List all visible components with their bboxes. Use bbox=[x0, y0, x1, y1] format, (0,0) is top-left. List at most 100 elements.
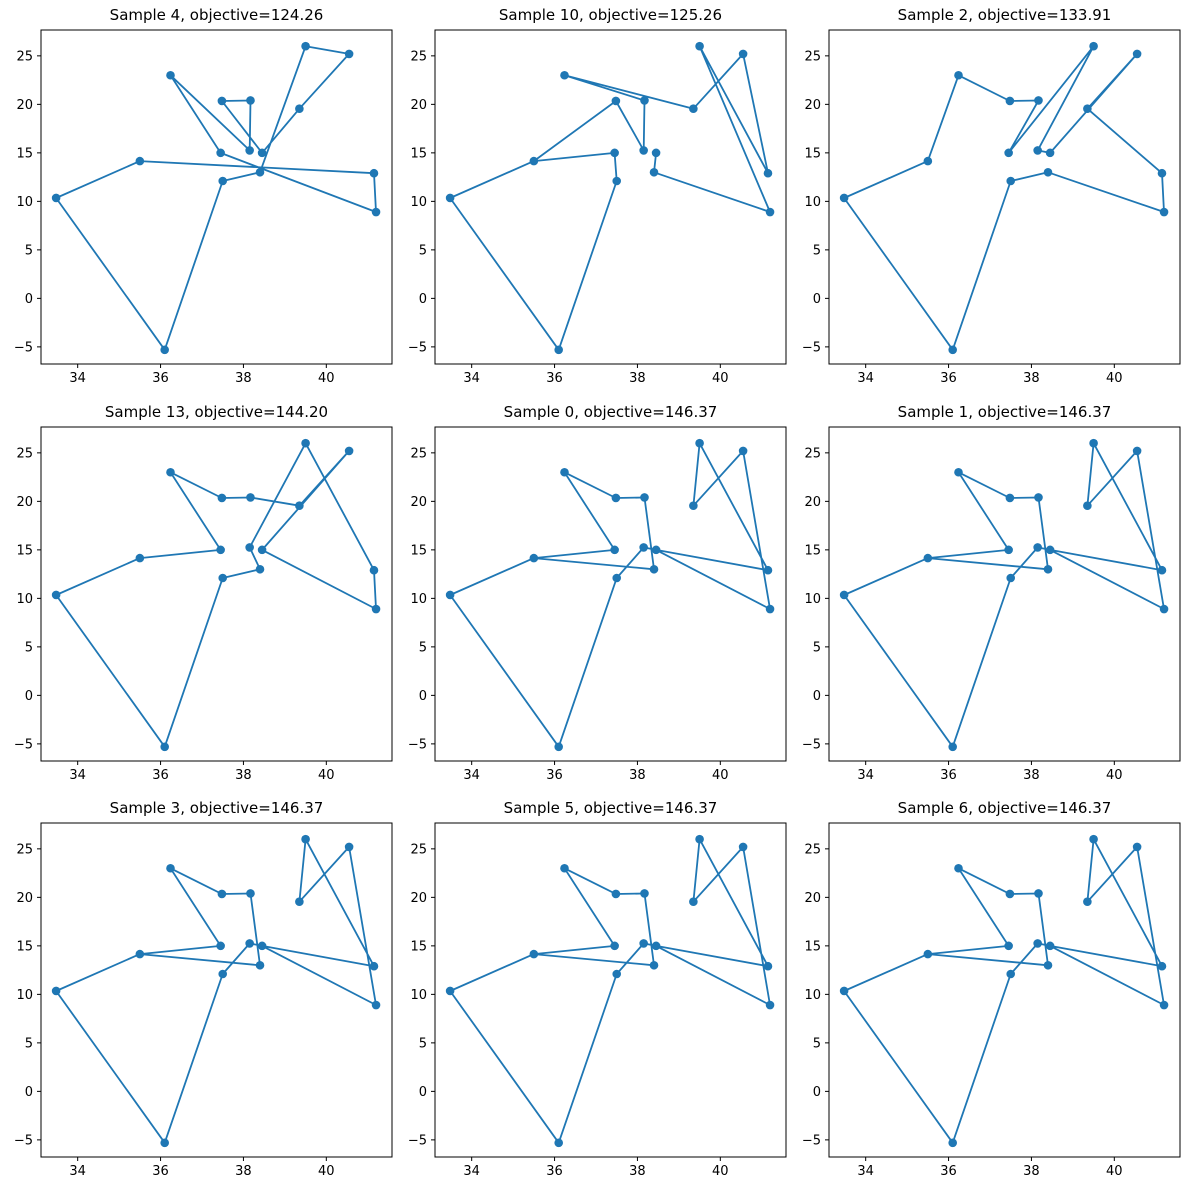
city-marker bbox=[371, 207, 381, 217]
y-tick-label: 5 bbox=[812, 243, 820, 258]
plot-title: Sample 10, objective=125.26 bbox=[499, 6, 722, 24]
city-marker bbox=[216, 545, 225, 554]
y-tick-label: 5 bbox=[25, 640, 33, 655]
y-tick-label: −5 bbox=[14, 737, 33, 752]
city-marker bbox=[1033, 96, 1043, 105]
city-marker bbox=[610, 148, 620, 158]
city-marker bbox=[1033, 146, 1042, 155]
city-marker bbox=[766, 207, 775, 217]
tour-path bbox=[55, 45, 377, 351]
city-marker bbox=[245, 146, 254, 155]
city-marker bbox=[166, 467, 175, 477]
city-marker bbox=[255, 167, 265, 177]
y-tick-label: 10 bbox=[411, 592, 428, 607]
plot-title: Sample 0, objective=146.37 bbox=[504, 403, 718, 421]
y-tick-label: 20 bbox=[411, 98, 428, 113]
city-marker bbox=[255, 564, 265, 574]
city-marker bbox=[650, 167, 659, 177]
city-marker bbox=[695, 438, 705, 448]
x-tick-label: 40 bbox=[1106, 1164, 1123, 1179]
city-marker bbox=[1088, 835, 1098, 844]
y-tick-label: 5 bbox=[419, 640, 427, 655]
city-marker bbox=[689, 104, 699, 114]
axes-frame bbox=[434, 29, 787, 365]
city-marker bbox=[216, 148, 225, 158]
city-marker bbox=[301, 41, 310, 51]
y-tick-label: 10 bbox=[804, 195, 821, 210]
city-marker bbox=[295, 104, 304, 114]
city-marker bbox=[611, 493, 621, 502]
city-marker bbox=[695, 41, 705, 51]
city-marker bbox=[1088, 438, 1098, 448]
city-marker bbox=[560, 864, 570, 873]
city-marker bbox=[612, 970, 622, 979]
city-marker bbox=[1088, 41, 1098, 51]
x-tick-label: 40 bbox=[1106, 371, 1123, 386]
subplot-sample-4: Sample 4, objective=124.26 34 36 38 40 −5 0 5 10… bbox=[0, 0, 396, 397]
city-marker bbox=[1005, 493, 1014, 502]
plot-title: Sample 5, objective=146.37 bbox=[504, 799, 718, 817]
y-tick-label: 25 bbox=[804, 49, 821, 64]
subplot-sample-3: Sample 3, objective=146.37 34 36 38 40 −5 0 5 10… bbox=[0, 793, 396, 1190]
city-marker bbox=[369, 565, 379, 575]
city-marker bbox=[1157, 565, 1166, 575]
x-tick-label: 34 bbox=[69, 1164, 86, 1179]
y-tick-label: 25 bbox=[411, 446, 428, 461]
x-tick-label: 34 bbox=[69, 371, 86, 386]
y-tick-label: 25 bbox=[16, 446, 33, 461]
plot-title: Sample 2, objective=133.91 bbox=[897, 6, 1111, 24]
y-tick-label: 0 bbox=[812, 689, 820, 704]
x-tick-label: 40 bbox=[318, 371, 335, 386]
y-tick-label: 5 bbox=[25, 243, 33, 258]
city-marker bbox=[612, 176, 622, 186]
city-marker bbox=[446, 986, 455, 996]
axes-frame bbox=[40, 822, 393, 1158]
city-marker bbox=[766, 604, 775, 613]
city-marker bbox=[839, 986, 849, 996]
y-tick-label: 15 bbox=[411, 146, 428, 161]
city-marker bbox=[301, 438, 310, 448]
city-marker bbox=[560, 467, 570, 477]
city-marker bbox=[948, 345, 957, 355]
city-marker bbox=[135, 950, 145, 959]
y-tick-label: −5 bbox=[801, 1134, 820, 1149]
city-marker bbox=[51, 986, 61, 996]
city-marker bbox=[923, 950, 932, 959]
city-marker bbox=[639, 542, 649, 552]
tour-plot-canvas: Sample 13, objective=144.20 34 36 38 40 −5 0 5 1… bbox=[14, 403, 393, 783]
axes-frame bbox=[828, 29, 1181, 365]
x-tick-label: 38 bbox=[629, 371, 646, 386]
city-marker bbox=[1004, 148, 1013, 158]
y-tick-label: 0 bbox=[419, 689, 427, 704]
city-marker bbox=[689, 897, 699, 907]
y-tick-label: 5 bbox=[812, 1037, 820, 1052]
city-marker bbox=[246, 492, 255, 502]
x-tick-label: 34 bbox=[464, 1164, 481, 1179]
axes-frame bbox=[434, 426, 787, 762]
tour-plot-canvas: Sample 3, objective=146.37 34 36 38 40 −5 0 5 10… bbox=[14, 799, 393, 1179]
city-marker bbox=[1159, 207, 1169, 217]
city-marker bbox=[369, 168, 379, 178]
city-marker bbox=[160, 742, 169, 751]
y-tick-label: 25 bbox=[804, 843, 821, 858]
city-marker bbox=[135, 156, 145, 166]
x-tick-label: 36 bbox=[547, 768, 564, 783]
tour-path bbox=[449, 441, 772, 748]
city-marker bbox=[689, 501, 699, 510]
city-marker bbox=[1082, 104, 1092, 114]
city-marker bbox=[217, 493, 227, 502]
y-tick-label: 0 bbox=[419, 292, 427, 307]
city-marker bbox=[257, 941, 267, 951]
city-marker bbox=[953, 467, 963, 477]
y-tick-label: 15 bbox=[804, 146, 821, 161]
city-marker bbox=[529, 950, 539, 959]
axes-frame bbox=[828, 822, 1181, 1158]
city-marker bbox=[1157, 168, 1166, 178]
y-tick-label: 20 bbox=[411, 891, 428, 906]
city-marker bbox=[923, 156, 932, 166]
city-marker bbox=[1033, 939, 1042, 949]
plot-title: Sample 4, objective=124.26 bbox=[110, 6, 324, 24]
city-marker bbox=[839, 193, 849, 203]
